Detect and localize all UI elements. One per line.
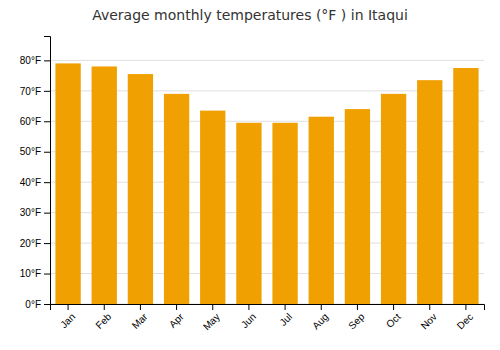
bar (417, 80, 442, 304)
x-tick-label: May (201, 311, 222, 332)
bar (309, 117, 334, 304)
x-axis: Jan Feb Mar Apr May Jun Jul Aug Sep Oct Nov Dec (51, 304, 485, 332)
x-axis-line (51, 305, 485, 311)
x-tick-label: Aug (310, 311, 330, 331)
x-tick-label: Mar (130, 311, 150, 331)
x-tick-label: Feb (93, 311, 113, 331)
x-tick-mark (321, 304, 322, 310)
x-tick: Aug (310, 304, 330, 331)
x-tick-mark (212, 304, 213, 310)
x-tick-label: Dec (455, 311, 475, 331)
x-tick: Jan (58, 304, 77, 330)
y-tick: 30°F (20, 207, 50, 218)
x-tick-mark (248, 304, 249, 310)
x-tick: Jun (239, 304, 258, 330)
y-tick: 20°F (20, 238, 50, 249)
bar (453, 68, 478, 304)
x-tick-mark (393, 304, 394, 310)
plot-area: 0°F 10°F 20°F 30°F 40°F 50°F 60°F 70°F 80°F Jan Fe… (20, 37, 485, 333)
y-tick-mark (44, 304, 50, 305)
y-tick: 10°F (20, 268, 50, 279)
bar (92, 66, 117, 304)
bar (200, 111, 225, 304)
x-tick-mark (357, 304, 358, 310)
y-axis-line (44, 37, 51, 305)
y-tick: 0°F (25, 299, 50, 310)
y-tick-mark (44, 213, 50, 214)
chart-svg: Average monthly temperatures (°F ) in It… (0, 0, 500, 350)
y-tick-label: 50°F (20, 146, 41, 157)
x-tick: Feb (93, 304, 113, 331)
x-tick: Sep (346, 304, 367, 331)
x-tick-mark (285, 304, 286, 310)
y-tick: 80°F (20, 55, 50, 66)
x-tick: Dec (455, 304, 475, 331)
bar (345, 109, 370, 304)
y-tick-label: 20°F (20, 238, 41, 249)
y-tick-label: 70°F (20, 86, 41, 97)
y-tick-label: 0°F (25, 299, 41, 310)
x-tick-mark (104, 304, 105, 310)
x-tick-label: Oct (384, 311, 403, 330)
chart-container: Average monthly temperatures (°F ) in It… (0, 0, 500, 350)
x-tick: Jul (277, 304, 294, 328)
y-tick-label: 60°F (20, 116, 41, 127)
y-tick-mark (44, 152, 50, 153)
y-tick-mark (44, 60, 50, 61)
grid-line (50, 60, 484, 61)
x-tick: Nov (419, 304, 439, 331)
x-tick-label: Jan (58, 311, 77, 330)
y-tick: 60°F (20, 116, 50, 127)
x-tick-mark (429, 304, 430, 310)
x-tick-label: Nov (419, 311, 439, 331)
y-tick-label: 10°F (20, 268, 41, 279)
bar (164, 94, 189, 304)
y-tick: 40°F (20, 177, 50, 188)
y-tick-label: 30°F (20, 207, 41, 218)
bar (55, 63, 80, 304)
y-tick-mark (44, 243, 50, 244)
x-tick-label: Apr (167, 311, 186, 330)
bars (55, 63, 478, 304)
x-tick-mark (68, 304, 69, 310)
y-tick-mark (44, 274, 50, 275)
y-tick-mark (44, 91, 50, 92)
bar (128, 74, 153, 304)
y-tick-mark (44, 121, 50, 122)
x-tick-mark (140, 304, 141, 310)
y-tick-mark (44, 182, 50, 183)
bar (236, 123, 261, 304)
x-tick-mark (465, 304, 466, 310)
bar (272, 123, 297, 304)
x-tick: Oct (384, 304, 403, 330)
grid (50, 60, 484, 304)
chart-title: Average monthly temperatures (°F ) in It… (92, 7, 408, 23)
bar (381, 94, 406, 304)
x-tick: Apr (167, 304, 186, 330)
y-tick-label: 40°F (20, 177, 41, 188)
y-tick: 70°F (20, 86, 50, 97)
y-tick-label: 80°F (20, 55, 41, 66)
y-axis: 0°F 10°F 20°F 30°F 40°F 50°F 60°F 70°F 80°F (20, 37, 51, 310)
x-tick-mark (176, 304, 177, 310)
x-tick: May (201, 304, 222, 332)
x-tick-label: Jul (277, 311, 294, 328)
x-tick-label: Sep (346, 311, 367, 332)
y-tick: 50°F (20, 146, 50, 157)
x-tick: Mar (130, 304, 150, 331)
x-tick-label: Jun (239, 311, 258, 330)
